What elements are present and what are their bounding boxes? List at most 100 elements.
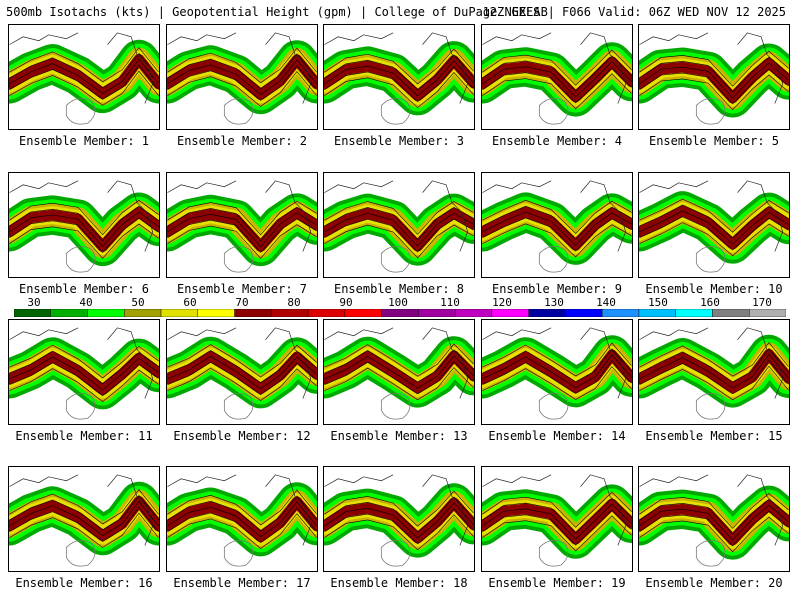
coastline [422,474,469,546]
colorbar-swatch [454,309,493,317]
coastline [167,474,237,487]
height-contour [482,503,632,540]
height-contour [639,353,789,389]
ensemble-member-label: Ensemble Member: 20 [645,576,783,590]
coastline [65,540,96,567]
jet-stream-map [8,172,160,278]
coastline [324,474,394,487]
coastline [639,327,709,340]
height-contour [324,54,474,91]
coastline [695,246,726,273]
coastline [265,180,312,252]
coastline [167,180,237,193]
coastline [107,474,154,546]
colorbar-swatch [601,309,640,317]
coastline [695,98,726,125]
coastline [65,246,96,273]
ensemble-member-label: Ensemble Member: 7 [176,282,308,296]
height-contour [324,218,474,253]
coastline [639,32,709,45]
colorbar-swatch [14,309,51,317]
height-contour [9,58,159,94]
height-contour [639,68,789,105]
height-contour [9,368,159,402]
height-contour [324,212,474,247]
colorbar-swatch [307,309,346,317]
ensemble-member-label: Ensemble Member: 1 [18,134,150,148]
ensemble-member-label: Ensemble Member: 19 [488,576,626,590]
height-contour [9,70,159,106]
height-contour [167,350,317,384]
height-contour [167,65,317,101]
jet-stream-map [8,319,160,425]
height-contour [9,205,159,242]
height-contour [167,344,317,378]
jet-stream-map [638,172,790,278]
height-contour [639,365,789,401]
height-contour [639,50,789,87]
coastline [223,246,254,273]
colorbar-swatch [381,309,419,317]
colorbar-tick-label: 50 [131,296,145,309]
height-contour [482,211,632,246]
height-contour [482,360,632,394]
height-contour [9,53,159,88]
height-contour [324,508,474,545]
coastline [9,180,79,193]
coastline [380,393,411,420]
ensemble-member-label: Ensemble Member: 12 [173,429,311,443]
coastline [65,98,96,125]
height-contour [9,362,159,397]
ensemble-member-label: Ensemble Member: 17 [173,576,311,590]
jet-stream-map [166,172,318,278]
colorbar-swatch [50,309,88,317]
height-contour [639,499,789,535]
colorbar-tick-label: 130 [544,296,564,309]
coastline [695,393,726,420]
height-contour [9,217,159,253]
coastline [9,474,79,487]
colorbar-tick-label: 60 [183,296,197,309]
height-contour [324,60,474,97]
colorbar-tick-label: 110 [440,296,460,309]
height-contour [9,223,159,259]
colorbar-tick-label: 120 [492,296,512,309]
coastline [538,393,569,420]
height-contour [167,361,317,395]
height-contour [639,198,789,233]
coastline [482,327,552,340]
height-contour [639,504,789,541]
colorbar-tick-label: 40 [79,296,93,309]
coastline [324,32,394,45]
height-contour [639,222,789,257]
coastline [167,327,237,340]
coastline [167,32,237,45]
coastline [324,180,394,193]
jet-stream-map [481,466,633,572]
ensemble-member-label: Ensemble Member: 4 [491,134,623,148]
height-contour [324,224,474,259]
height-contour [167,212,317,247]
height-contour [167,495,317,532]
coastline [65,393,96,420]
height-contour [167,53,317,90]
coastline [580,327,627,399]
height-contour [324,206,474,241]
coastline [265,474,312,546]
coastline [639,180,709,193]
jet-stream-map [323,24,475,130]
height-contour [324,496,474,533]
jet-stream-map [481,24,633,130]
height-contour [167,71,317,107]
colorbar-swatch [749,309,786,317]
height-contour [324,355,474,389]
height-contour [324,367,474,401]
coastline [580,474,627,546]
height-contour [639,74,789,111]
coastline [639,474,709,487]
ensemble-member-label: Ensemble Member: 10 [645,282,783,296]
coastline [538,98,569,125]
coastline [107,327,154,399]
height-contour [639,359,789,395]
colorbar-swatch [491,309,529,317]
